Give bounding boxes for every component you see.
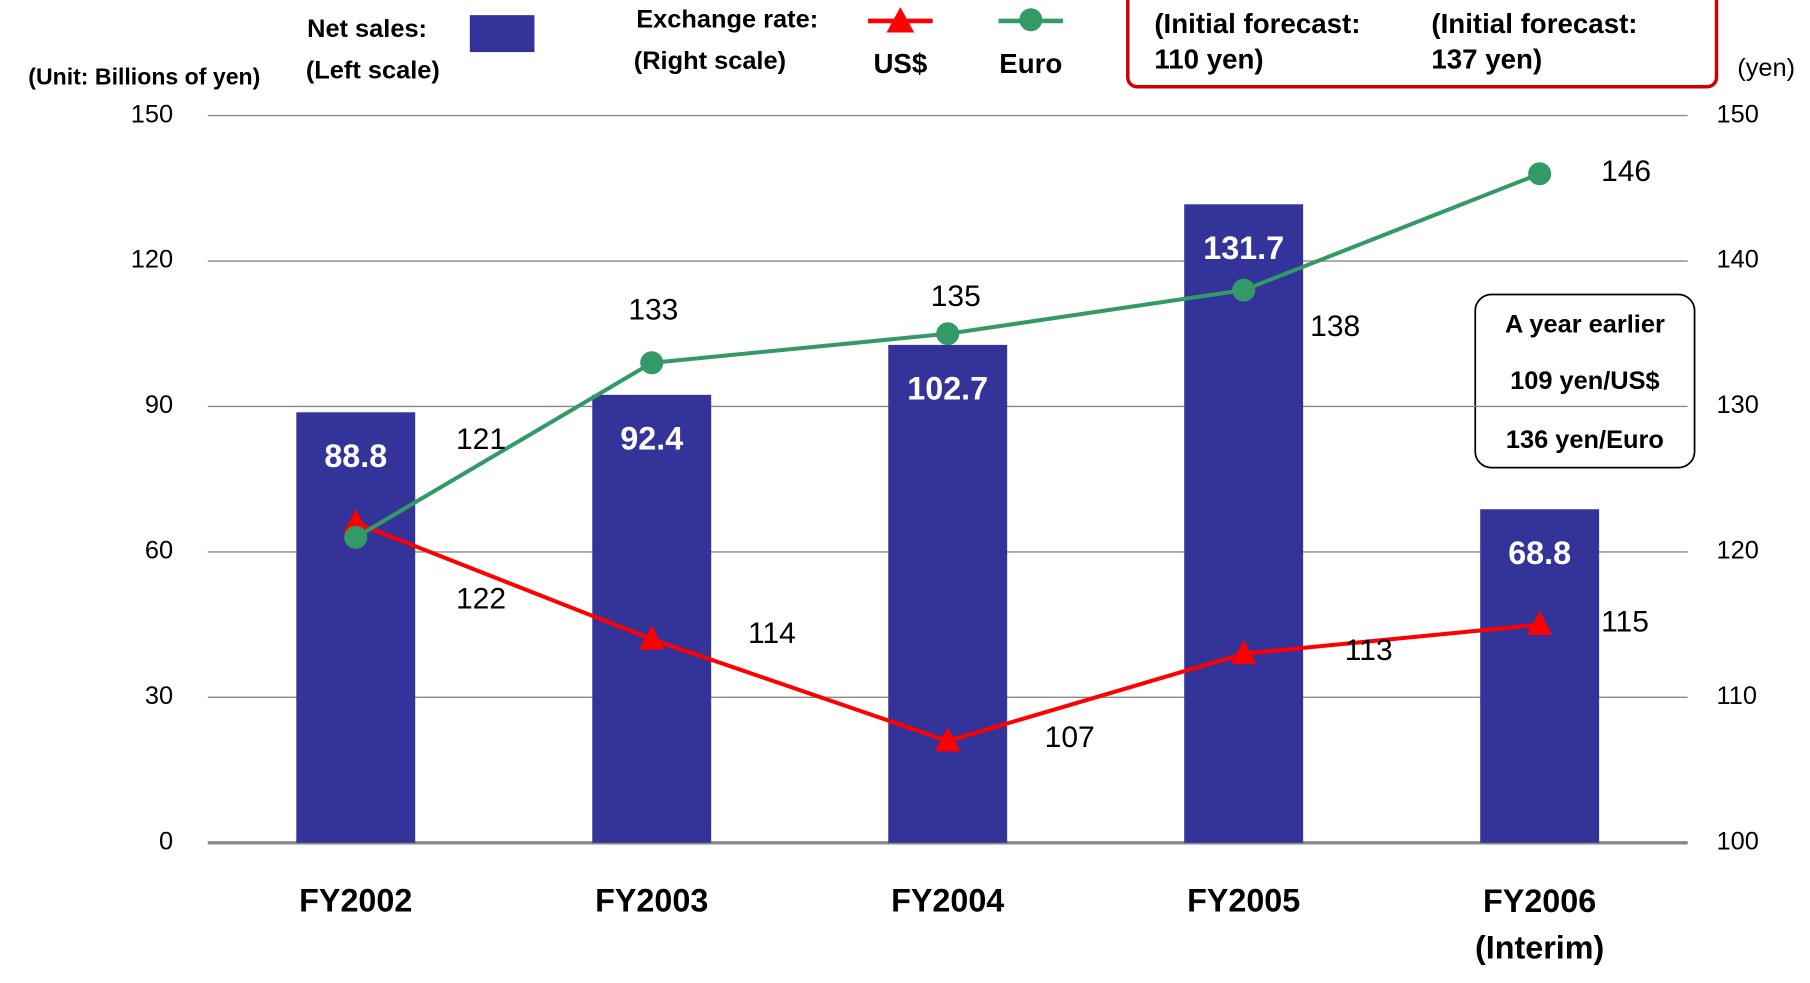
marker: [344, 525, 368, 549]
forecast-note: 137 yen): [1431, 44, 1542, 75]
y-tick-label: 60: [145, 537, 173, 565]
bar: [1184, 204, 1304, 843]
x-tick-label: FY2002: [299, 882, 412, 918]
line-value-label: 122: [456, 582, 506, 615]
marker: [1232, 278, 1256, 302]
annotation: 136 yen/Euro: [1506, 426, 1664, 454]
line-value-label: 135: [931, 280, 981, 313]
bar-value-label: 131.7: [1203, 230, 1284, 266]
y-tick-label: 90: [145, 391, 173, 419]
legend-marker: [886, 7, 915, 33]
bar-value-label: 88.8: [324, 438, 387, 474]
legend-marker: [1019, 8, 1043, 32]
bar: [1480, 509, 1600, 843]
annotation: 109 yen/US$: [1510, 367, 1660, 395]
annotation-box: [1474, 293, 1696, 469]
line-value-label: 138: [1310, 310, 1360, 343]
y2-tick-label: 110: [1716, 682, 1756, 710]
bar-value-label: 102.7: [907, 371, 988, 407]
legend-text: Net sales:: [307, 15, 427, 43]
line-value-label: 107: [1045, 721, 1095, 754]
marker: [936, 322, 960, 346]
line-value-label: 133: [628, 294, 678, 327]
legend-swatch: [469, 15, 535, 53]
x-tick-label: FY2005: [1187, 882, 1300, 918]
x-tick-label: FY2003: [595, 882, 708, 918]
marker: [1230, 639, 1257, 665]
legend-label: Euro: [999, 48, 1062, 79]
x-tick-label: FY2006 (Interim): [1475, 882, 1604, 965]
marker: [640, 351, 664, 375]
bar: [592, 394, 712, 843]
bar: [296, 412, 416, 843]
y-tick-label: 30: [145, 682, 173, 710]
line-value-label: 113: [1345, 634, 1393, 667]
marker: [935, 727, 961, 752]
y-tick-label: 120: [131, 246, 173, 274]
forecast-box: [1126, 0, 1719, 89]
forecast-note: 110 yen): [1154, 44, 1263, 75]
annotation: A year earlier: [1505, 310, 1665, 338]
line-value-label: 114: [748, 617, 796, 650]
marker: [639, 625, 665, 650]
legend-text: (Left scale): [306, 56, 440, 84]
y-tick-label: 0: [159, 828, 173, 856]
line-value-label: 121: [456, 423, 506, 456]
y-tick-label: 150: [131, 100, 173, 128]
forecast-note: (Initial forecast:: [1431, 8, 1637, 39]
bar-value-label: 92.4: [620, 421, 683, 457]
legend-label: US$: [873, 48, 927, 79]
marker: [1526, 610, 1553, 636]
y2-tick-label: 100: [1716, 828, 1758, 856]
bar: [888, 344, 1008, 843]
x-tick-label: FY2004: [891, 882, 1004, 918]
forecast-note: (Initial forecast:: [1154, 8, 1360, 39]
y2-unit-label: (yen): [1737, 54, 1795, 82]
legend-text: (Right scale): [634, 47, 786, 75]
y2-tick-label: 140: [1716, 246, 1758, 274]
line-value-label: 146: [1601, 155, 1651, 188]
y2-tick-label: 130: [1716, 391, 1758, 419]
legend-text: Exchange rate:: [636, 6, 818, 34]
bar-value-label: 68.8: [1508, 535, 1571, 571]
y2-tick-label: 150: [1716, 100, 1758, 128]
unit-label: (Unit: Billions of yen): [28, 64, 260, 90]
line-value-label: 115: [1601, 605, 1649, 638]
marker: [343, 508, 369, 534]
y2-tick-label: 120: [1716, 537, 1758, 565]
marker: [1528, 162, 1552, 186]
